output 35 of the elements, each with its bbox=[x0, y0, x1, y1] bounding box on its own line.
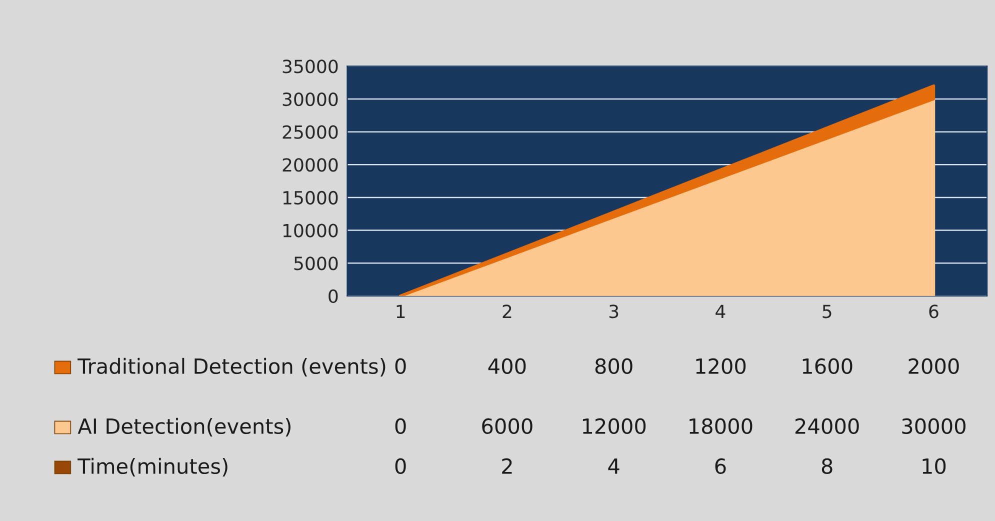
legend-label: Time(minutes) bbox=[78, 458, 228, 476]
x-tick-label: 6 bbox=[929, 304, 938, 318]
data-label: 2 bbox=[502, 458, 512, 474]
y-tick-label: 5000 bbox=[294, 256, 338, 270]
legend-label: AI Detection(events) bbox=[78, 418, 290, 436]
data-label: 400 bbox=[488, 358, 526, 374]
data-label: 4 bbox=[608, 458, 620, 474]
data-label: 2000 bbox=[908, 358, 959, 374]
data-label: 6000 bbox=[482, 418, 532, 434]
data-label: 10 bbox=[922, 458, 946, 474]
y-tick-label: 30000 bbox=[282, 92, 338, 106]
y-tick-label: 10000 bbox=[283, 224, 338, 238]
y-tick-label: 20000 bbox=[282, 158, 338, 172]
data-label: 6 bbox=[715, 458, 726, 474]
legend-label: Traditional Detection (events) bbox=[78, 358, 386, 376]
x-tick-label: 1 bbox=[396, 304, 405, 318]
data-label: 0 bbox=[395, 458, 406, 474]
x-tick-label: 3 bbox=[609, 304, 618, 318]
data-label: 12000 bbox=[582, 418, 646, 434]
y-tick-label: 15000 bbox=[283, 190, 338, 205]
x-tick-label: 2 bbox=[502, 304, 512, 318]
x-tick-label: 4 bbox=[716, 304, 726, 318]
data-label: 1200 bbox=[696, 358, 746, 374]
y-tick-label: 35000 bbox=[282, 60, 338, 74]
data-label: 24000 bbox=[795, 418, 859, 434]
data-label: 0 bbox=[395, 418, 406, 434]
data-label: 30000 bbox=[902, 418, 966, 434]
data-label: 8 bbox=[822, 458, 832, 474]
y-tick-label: 25000 bbox=[282, 125, 338, 139]
x-tick-label: 5 bbox=[822, 304, 832, 318]
data-label: 0 bbox=[395, 358, 406, 374]
y-tick-label: 0 bbox=[328, 289, 338, 304]
data-label: 1600 bbox=[802, 358, 852, 374]
data-label: 800 bbox=[595, 358, 632, 374]
data-label: 18000 bbox=[690, 418, 752, 434]
